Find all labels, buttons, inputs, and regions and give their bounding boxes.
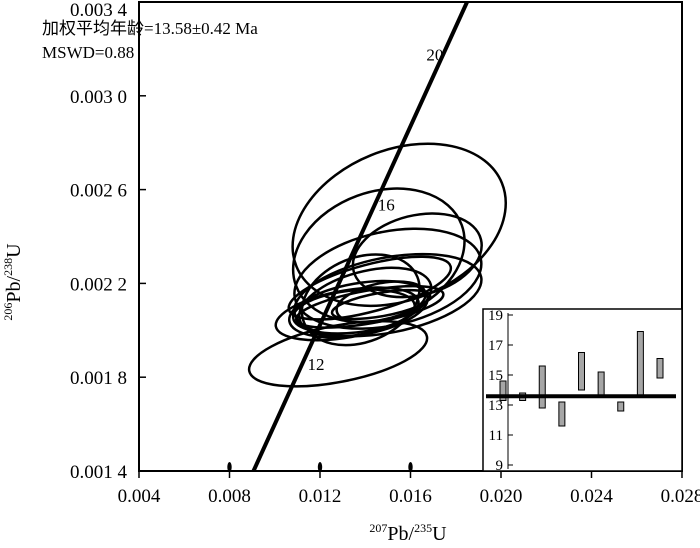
- y-axis-title-sup1: 206: [1, 303, 15, 321]
- error-ellipse-5: [300, 253, 421, 347]
- mswd-annotation: MSWD=0.88: [42, 43, 134, 62]
- concordia-line: [251, 1, 469, 472]
- y-tick-label-6: 0.003 4: [70, 0, 128, 21]
- inset-bar-5: [578, 352, 585, 391]
- inset-y-tick-label-5: 17: [488, 338, 504, 354]
- x-tick-label-4: 0.016: [389, 486, 432, 507]
- x-axis-title-sup2: 235: [414, 521, 432, 535]
- inset-y-tick-label-4: 15: [488, 368, 503, 384]
- x-tick-label-1: 0.004: [118, 486, 161, 507]
- y-axis-title-sup2: 238: [1, 258, 15, 276]
- x-axis-title: 207Pb/235U: [369, 521, 447, 545]
- error-ellipse-13: [287, 255, 453, 321]
- inset-weighted-mean-chart: 9 11 13 15 17 19: [482, 308, 683, 474]
- error-ellipse-10: [291, 288, 416, 335]
- x-tick-label-3: 0.012: [299, 486, 342, 507]
- baseline-mark-2: [317, 462, 323, 472]
- baseline-mark-1: [227, 462, 232, 472]
- x-tick-label-5: 0.020: [480, 486, 523, 507]
- concordia-age-labels: 20 16 12: [308, 46, 444, 375]
- inset-bar-1: [499, 380, 507, 401]
- error-ellipse-15: [330, 288, 432, 321]
- x-axis-title-sup1: 207: [369, 521, 387, 535]
- error-ellipse-14: [294, 284, 445, 329]
- age-annotation: 加权平均年龄=13.58±0.42 Ma: [42, 19, 258, 38]
- baseline-mark-3: [408, 462, 413, 472]
- inset-y-tick-label-3: 13: [488, 398, 503, 414]
- inset-bar-9: [656, 358, 664, 379]
- ellipses-layer: [247, 142, 508, 388]
- inset-bar-4: [558, 401, 566, 427]
- inset-bar-3: [538, 365, 546, 409]
- error-ellipse-12: [247, 319, 429, 388]
- y-tick-label-4: 0.002 6: [70, 181, 127, 202]
- y-axis-title-base1: Pb/: [3, 275, 25, 302]
- y-tick-label-2: 0.001 8: [70, 368, 127, 389]
- x-tick-label-2: 0.008: [208, 486, 251, 507]
- inset-y-tick-label-6: 19: [488, 308, 503, 324]
- concordia-age-label-2: 16: [378, 196, 395, 215]
- concordia-age-label-1: 20: [426, 46, 443, 65]
- x-tick-label-7: 0.028: [661, 486, 700, 507]
- inset-y-tick-label-2: 11: [489, 428, 503, 444]
- y-tick-label-3: 0.002 2: [70, 274, 127, 295]
- error-ellipse-11: [287, 279, 429, 339]
- x-axis-title-base1: Pb/: [387, 523, 414, 545]
- y-tick-label-1: 0.001 4: [70, 462, 128, 483]
- baseline-marks: [227, 462, 413, 472]
- y-axis-title-base2: U: [3, 243, 25, 258]
- y-axis: 0.001 4 0.001 8 0.002 2 0.002 6 0.003 0 0.003…: [70, 0, 146, 483]
- y-axis-title: 206Pb/238U: [1, 243, 25, 321]
- concordia-age-label-3: 12: [308, 355, 325, 374]
- inset-y-axis: 9 11 13 15 17 19: [488, 308, 513, 474]
- inset-bar-7: [617, 401, 625, 412]
- x-axis: 0.004 0.008 0.012 0.016 0.020 0.024 0.028: [118, 471, 700, 507]
- x-axis-title-base2: U: [432, 523, 447, 545]
- y-tick-label-5: 0.003 0: [70, 87, 127, 108]
- inset-bar-8: [636, 331, 644, 397]
- x-tick-label-6: 0.024: [570, 486, 613, 507]
- inset-bar-6: [597, 371, 605, 397]
- annotations: 加权平均年龄=13.58±0.42 Ma MSWD=0.88: [42, 19, 258, 62]
- inset-y-tick-label-1: 9: [496, 458, 504, 474]
